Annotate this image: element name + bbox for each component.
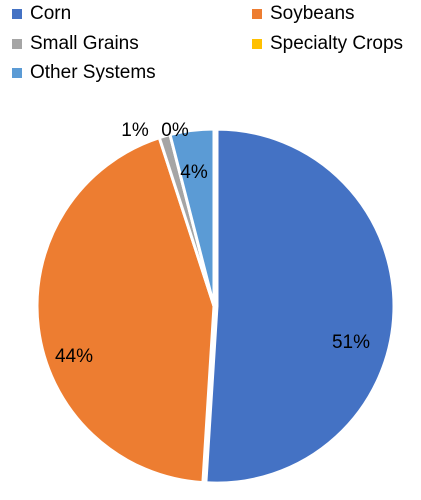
- legend-label-specialty-crops: Specialty Crops: [270, 33, 404, 54]
- legend-label-small-grains: Small Grains: [30, 33, 139, 54]
- legend-item-small-grains: Small Grains: [12, 33, 139, 55]
- legend-swatch-corn: [12, 9, 22, 19]
- legend-item-specialty-crops: Specialty Crops: [252, 33, 403, 55]
- pie-slice-other-systems: [168, 127, 216, 307]
- legend-item-corn: Corn: [12, 3, 71, 25]
- legend-label-corn: Corn: [30, 3, 72, 24]
- legend-swatch-other-systems: [12, 68, 22, 78]
- legend-item-other-systems: Other Systems: [12, 62, 156, 84]
- data-label-corn: 51%: [332, 332, 370, 353]
- legend-swatch-specialty-crops: [252, 39, 262, 49]
- legend-swatch-small-grains: [12, 39, 22, 49]
- legend-label-soybeans: Soybeans: [270, 3, 355, 24]
- data-label-other-systems: 4%: [180, 162, 208, 183]
- data-label-specialty-crops: 0%: [161, 120, 189, 141]
- pie-slice-soybeans: [35, 135, 216, 485]
- legend-item-soybeans: Soybeans: [252, 3, 355, 25]
- data-label-small-grains: 1%: [121, 120, 149, 141]
- legend-label-other-systems: Other Systems: [30, 62, 156, 83]
- pie-slices: [35, 127, 396, 485]
- legend-swatch-soybeans: [252, 9, 262, 19]
- pie-slice-corn: [204, 127, 396, 485]
- pie-labels: 51% 44% 1% 0% 4%: [55, 120, 370, 367]
- chart-legend: Corn Soybeans Small Grains Specialty Cro…: [0, 0, 421, 92]
- data-label-soybeans: 44%: [55, 346, 93, 367]
